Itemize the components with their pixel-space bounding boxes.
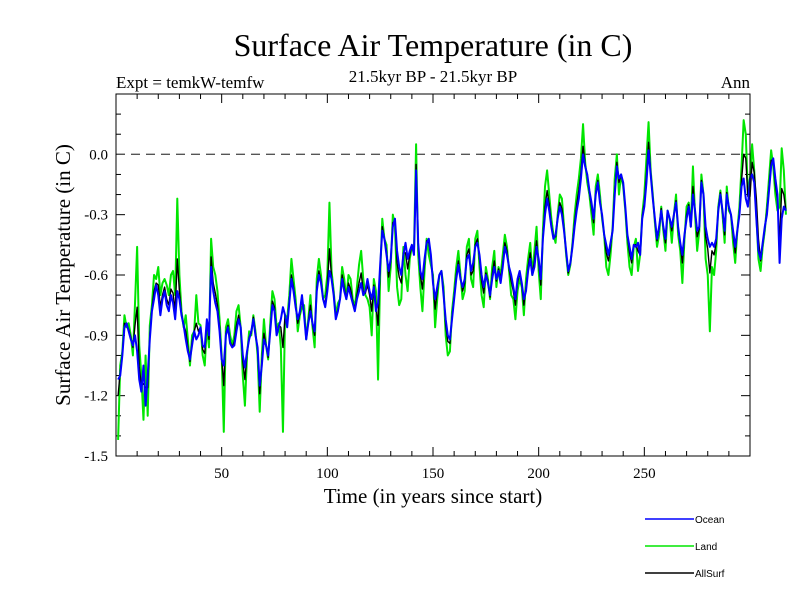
legend-label-ocean: Ocean xyxy=(695,515,724,526)
x-tick-label: 50 xyxy=(214,466,229,482)
chart-subtitle-center: 21.5kyr BP - 21.5kyr BP xyxy=(349,67,517,86)
y-tick-label: 0.0 xyxy=(89,147,108,163)
legend-label-land: Land xyxy=(695,542,717,553)
plot-frame xyxy=(115,93,751,457)
chart-subtitle-right: Ann xyxy=(721,73,751,92)
series-lines xyxy=(117,119,787,440)
x-tick-label: 200 xyxy=(527,466,550,482)
y-tick-label: -0.3 xyxy=(84,208,108,224)
chart-subtitle-left: Expt = temkW-temfw xyxy=(116,73,265,92)
series-line-allsurf xyxy=(117,141,787,396)
y-tick-label: -1.5 xyxy=(84,449,108,465)
legend: Ocean Land AllSurf xyxy=(645,515,725,580)
x-tick-labels: 50 100 150 200 250 xyxy=(214,466,655,482)
y-tick-labels: -1.5 -1.2 -0.9 -0.6 -0.3 0.0 xyxy=(84,147,108,465)
chart-title: Surface Air Temperature (in C) xyxy=(234,27,633,63)
x-tick-label: 250 xyxy=(633,466,656,482)
y-tick-label: -0.9 xyxy=(84,328,108,344)
y-tick-label: -1.2 xyxy=(84,389,108,405)
x-tick-label: 150 xyxy=(422,466,445,482)
x-tick-label: 100 xyxy=(316,466,339,482)
y-tick-label: -0.6 xyxy=(84,268,108,284)
legend-label-allsurf: AllSurf xyxy=(695,569,725,580)
series-line-land xyxy=(117,119,787,440)
series-line-ocean xyxy=(117,149,787,407)
y-axis-label: Surface Air Temperature (in C) xyxy=(51,144,75,406)
x-axis-label: Time (in years since start) xyxy=(324,484,543,508)
